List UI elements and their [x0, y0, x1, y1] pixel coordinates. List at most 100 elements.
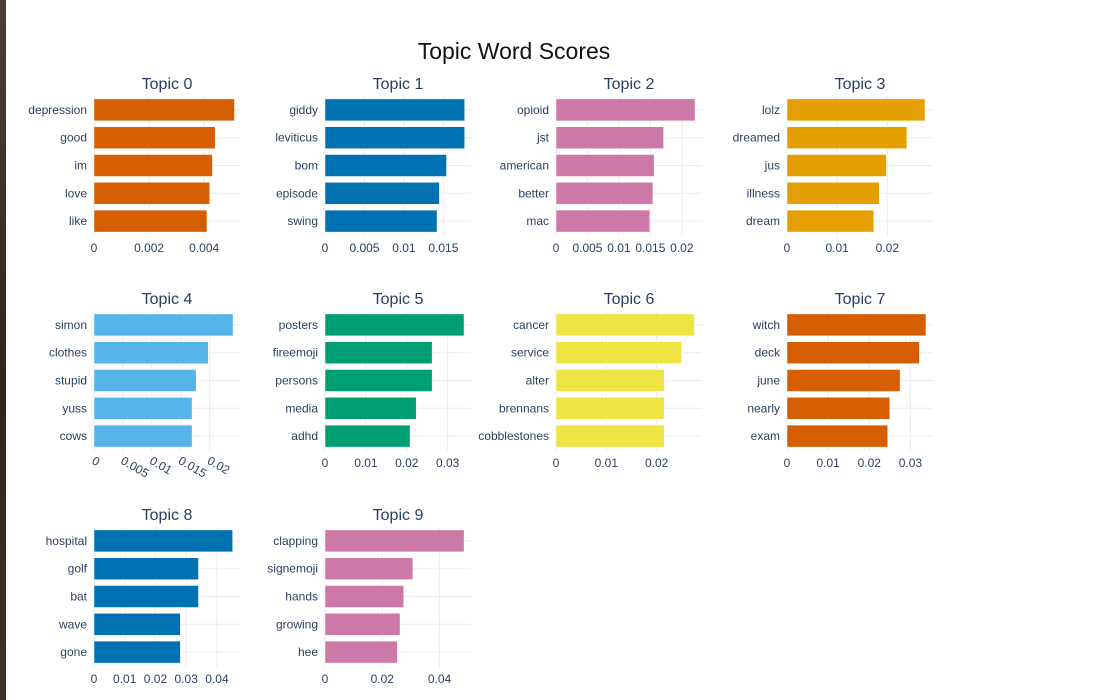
x-tick-label: 0 — [784, 456, 791, 470]
x-tick-label: 0.02 — [858, 456, 882, 470]
bar — [324, 209, 438, 233]
x-tick-label: 0.04 — [428, 672, 452, 686]
x-tick-label: 0.01 — [607, 241, 631, 255]
x-tick-label: 0.02 — [395, 456, 419, 470]
bar — [555, 98, 696, 122]
bar — [786, 369, 901, 392]
bar — [786, 209, 875, 233]
category-label: dream — [746, 214, 780, 228]
bar — [786, 424, 889, 448]
category-label: clapping — [273, 534, 318, 548]
bar — [93, 585, 199, 608]
x-tick-label: 0.02 — [645, 456, 669, 470]
category-label: lolz — [762, 103, 780, 117]
category-label: bom — [295, 159, 318, 173]
category-label: posters — [279, 318, 318, 332]
x-tick-label: 0 — [91, 241, 98, 255]
bar — [324, 613, 401, 636]
category-label: hee — [298, 645, 318, 659]
bar — [324, 585, 404, 608]
x-tick-label: 0.005 — [572, 241, 602, 255]
category-label: persons — [275, 374, 318, 388]
category-label: june — [756, 374, 780, 388]
subplot-title: Topic 1 — [373, 76, 424, 93]
x-tick-label: 0.01 — [392, 241, 416, 255]
bar — [93, 640, 181, 664]
subplot-title: Topic 5 — [373, 291, 424, 308]
x-tick-label: 0.03 — [899, 456, 923, 470]
bar — [93, 341, 209, 364]
category-label: hospital — [46, 534, 87, 548]
x-tick-label: 0.02 — [144, 672, 168, 686]
category-label: cows — [60, 429, 87, 443]
x-tick-label: 0.002 — [134, 241, 164, 255]
x-tick-label: 0 — [90, 453, 103, 469]
bar — [555, 369, 665, 392]
bar — [324, 557, 414, 580]
bar — [555, 182, 654, 205]
category-label: jus — [764, 159, 780, 173]
category-label: opioid — [517, 103, 549, 117]
bar — [93, 424, 193, 448]
bar — [555, 209, 651, 233]
x-tick-label: 0.03 — [436, 456, 460, 470]
category-label: adhd — [291, 429, 318, 443]
bar — [324, 529, 465, 553]
x-tick-label: 0.005 — [349, 241, 379, 255]
x-tick-label: 0.03 — [175, 672, 199, 686]
x-tick-label: 0 — [553, 241, 560, 255]
x-tick-label: 0.015 — [428, 241, 458, 255]
bar — [324, 640, 398, 664]
category-label: brennans — [499, 401, 549, 415]
x-tick-label: 0 — [322, 456, 329, 470]
category-label: im — [74, 159, 87, 173]
category-label: love — [65, 186, 87, 200]
category-label: nearly — [747, 401, 780, 415]
category-label: jst — [536, 131, 550, 145]
x-tick-label: 0.01 — [147, 453, 175, 477]
x-tick-label: 0 — [784, 241, 791, 255]
x-tick-label: 0.015 — [176, 453, 209, 480]
subplot-title: Topic 2 — [604, 76, 655, 93]
x-tick-label: 0.02 — [205, 453, 233, 477]
bar — [786, 126, 908, 149]
bar — [786, 182, 880, 205]
bar — [324, 182, 440, 205]
category-label: yuss — [62, 401, 87, 415]
category-label: golf — [68, 562, 88, 576]
bar — [93, 98, 235, 122]
x-tick-label: 0.01 — [354, 456, 378, 470]
window-edge — [0, 0, 6, 700]
category-label: hands — [285, 590, 318, 604]
subplot-title: Topic 7 — [835, 291, 886, 308]
bar — [324, 424, 411, 448]
category-label: giddy — [289, 103, 318, 117]
bar — [324, 341, 433, 364]
bar — [93, 154, 213, 177]
bar — [555, 313, 695, 337]
x-tick-label: 0 — [322, 672, 329, 686]
x-tick-label: 0 — [553, 456, 560, 470]
x-tick-label: 0.02 — [670, 241, 694, 255]
bar — [786, 397, 891, 420]
subplot-title: Topic 0 — [142, 76, 193, 93]
bar — [93, 369, 197, 392]
bar — [555, 341, 683, 364]
bar — [324, 369, 433, 392]
category-label: bat — [70, 590, 87, 604]
category-label: fireemoji — [273, 346, 318, 360]
category-label: simon — [55, 318, 87, 332]
bar — [324, 126, 465, 149]
bar — [555, 154, 655, 177]
bar — [786, 313, 927, 337]
category-label: cancer — [513, 318, 549, 332]
category-label: episode — [276, 186, 318, 200]
category-label: service — [511, 346, 549, 360]
x-tick-label: 0.01 — [816, 456, 840, 470]
bar — [786, 154, 887, 177]
category-label: deck — [755, 346, 781, 360]
subplot-title: Topic 9 — [373, 507, 424, 524]
bar — [786, 341, 920, 364]
subplot-title: Topic 4 — [142, 291, 193, 308]
